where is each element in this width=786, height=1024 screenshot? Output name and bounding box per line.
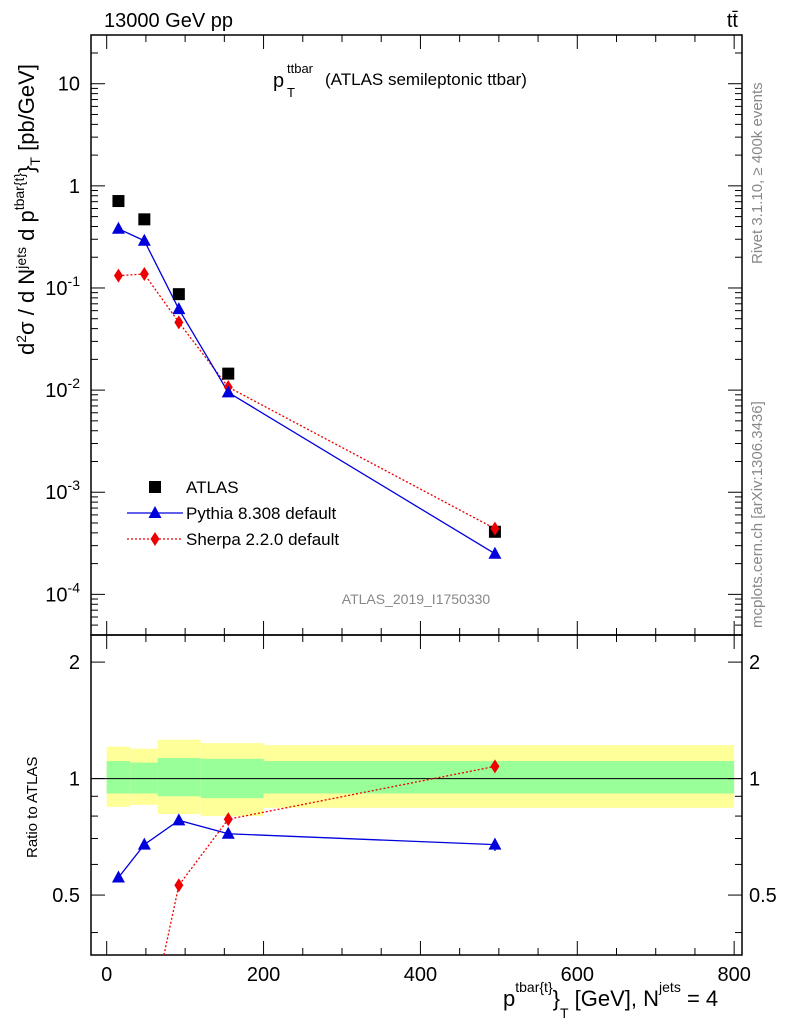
atlas-point — [172, 288, 185, 301]
ratio-panel: 0 200 400 600 800 0.5 0.5 1 1 2 2 — [52, 634, 777, 986]
atlas-point — [138, 213, 151, 226]
legend-marker — [150, 532, 160, 546]
pythia-ratio-point — [111, 870, 125, 883]
uncertainty-band-inner — [157, 758, 201, 797]
ratio-ylabel: Ratio to ATLAS — [24, 757, 41, 858]
y-tick-label: 1 — [69, 176, 80, 198]
sherpa-point — [174, 315, 184, 330]
legend-label: Pythia 8.308 default — [186, 504, 337, 523]
x-tick-label: 600 — [561, 964, 594, 986]
legend-label: Sherpa 2.2.0 default — [186, 530, 339, 549]
ratio-y-tick-label: 1 — [69, 769, 80, 791]
atlas-point — [222, 367, 235, 380]
legend: ATLAS Pythia 8.308 default Sherpa 2.2.0 de… — [127, 478, 339, 549]
sherpa-ratio-line — [163, 765, 496, 955]
ratio-y-tick-label-right: 0.5 — [749, 885, 777, 907]
pythia-ratio-point — [137, 837, 151, 850]
pythia-ratio-point — [221, 826, 235, 839]
ratio-y-tick-label-right: 1 — [749, 769, 760, 791]
ratio-frame — [90, 634, 743, 956]
uncertainty-band-inner — [106, 761, 131, 794]
pythia-ratio-line — [117, 819, 495, 878]
title-rest: (ATLAS semileptonic ttbar) — [325, 70, 527, 89]
title-sup: ttbar — [287, 61, 314, 76]
x-tick-label: 200 — [247, 964, 280, 986]
pythia-ratio-point — [172, 813, 186, 826]
x-tick-label: 800 — [717, 964, 750, 986]
main-panel: 10 1 10-1 10-2 10-3 10-4 — [45, 34, 743, 955]
ratio-y-tick-label-right: 2 — [749, 652, 760, 674]
main-ylabel: d2σ / d Njets d ptbar{t}}T [pb/GeV] — [11, 64, 43, 355]
y-tick-label: 10-2 — [45, 375, 80, 402]
x-tick-label: 400 — [404, 964, 437, 986]
y-tick-label: 10-1 — [45, 273, 80, 300]
sherpa-point — [490, 521, 500, 536]
sherpa-point — [139, 267, 149, 282]
rivet-label: Rivet 3.1.10, ≥ 400k events — [749, 82, 766, 264]
sherpa-ratio-point — [490, 759, 500, 774]
pythia-point — [111, 221, 125, 234]
process-label: tt̄ — [727, 10, 739, 32]
pythia-point — [221, 385, 235, 398]
y-tick-label: 10-4 — [45, 579, 80, 606]
legend-marker — [148, 506, 162, 518]
pythia-ratio-point — [488, 837, 502, 850]
legend-marker — [149, 481, 161, 493]
y-tick-label: 10 — [58, 74, 80, 96]
pythia-point — [488, 546, 502, 559]
uncertainty-band-inner — [130, 762, 158, 794]
title-main: p — [273, 70, 284, 92]
energy-label: 13000 GeV pp — [104, 10, 233, 32]
plot-title: p ttbar T (ATLAS semileptonic ttbar) — [273, 61, 527, 100]
sherpa-ratio-point — [174, 878, 184, 893]
ratio-y-tick-label: 0.5 — [52, 885, 80, 907]
title-sub: T — [287, 85, 295, 100]
y-tick-label: 10-3 — [45, 477, 80, 504]
sherpa-point — [113, 268, 123, 283]
x-tick-label: 0 — [101, 964, 112, 986]
ratio-y-tick-label: 2 — [69, 652, 80, 674]
ratio-series-group — [111, 759, 502, 955]
pythia-point — [172, 302, 186, 315]
legend-label: ATLAS — [186, 478, 239, 497]
pythia-point — [137, 233, 151, 246]
sherpa-ratio-point — [223, 812, 233, 827]
analysis-watermark: ATLAS_2019_I1750330 — [342, 591, 491, 607]
atlas-point — [112, 195, 125, 208]
ratio-xlabel: ptbar{t}}T [GeV], Njets = 4 — [503, 979, 718, 1021]
mcplots-label: mcplots.cern.ch [arXiv:1306.3436] — [749, 401, 766, 628]
